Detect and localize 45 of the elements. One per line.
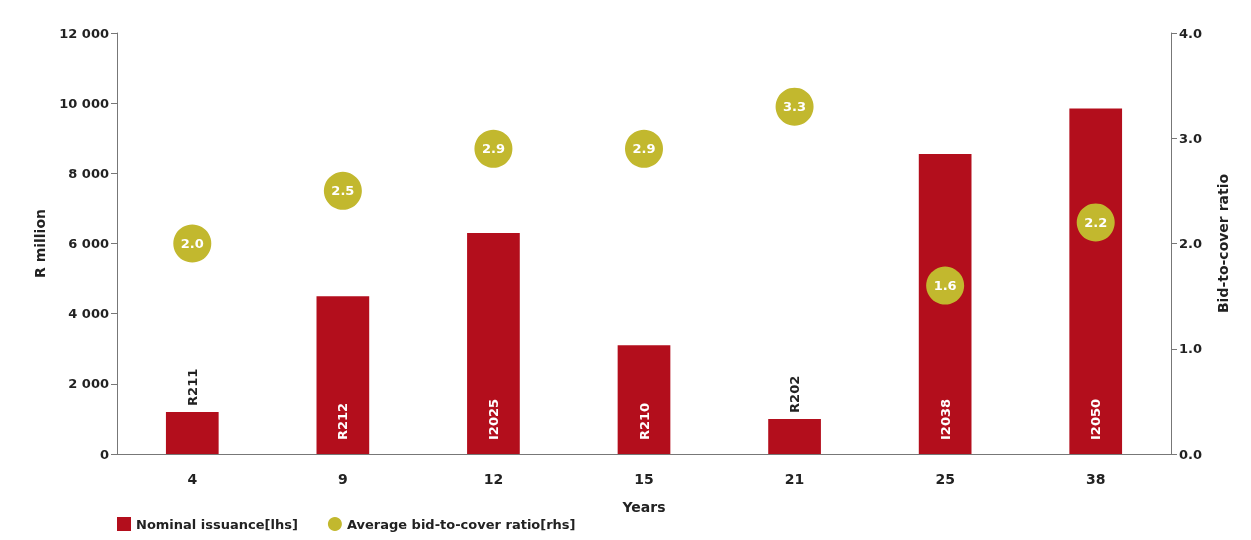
y-tick-label: 4 000 (68, 306, 109, 322)
legend-label: Average bid-to-cover ratio[rhs] (346, 516, 576, 532)
data-label: R202 (787, 375, 803, 413)
bar (617, 345, 671, 454)
data-label: 1.6 (933, 278, 957, 294)
x-tick-label: 38 (1085, 471, 1106, 487)
y2-tick-label: 2.0 (1179, 236, 1203, 251)
x-tick-label: 25 (935, 471, 955, 487)
y-tick-label: 10 000 (59, 95, 109, 111)
x-tick-label: 9 (337, 471, 348, 487)
data-label: 2.2 (1084, 214, 1108, 230)
y2-axis-title: Bid-to-cover ratio (1215, 173, 1231, 314)
data-label: 2.9 (632, 141, 656, 157)
y2-tick-label: 3.0 (1179, 130, 1203, 146)
data-label: I2050 (1088, 398, 1104, 440)
data-label: R210 (636, 402, 652, 440)
y2-tick-label: 0.0 (1179, 446, 1203, 462)
bar (467, 232, 520, 454)
data-label: I2025 (485, 398, 501, 440)
y-tick-label: 0 (99, 446, 109, 462)
legend-label: Nominal issuance[lhs] (136, 516, 298, 532)
bar (918, 154, 972, 454)
data-label: I2038 (937, 398, 953, 440)
data-label: 2.9 (481, 141, 505, 157)
bar (165, 411, 219, 454)
x-tick-label: 12 (483, 471, 504, 487)
data-label: R212 (335, 402, 351, 440)
y-axis-title: R million (32, 208, 48, 279)
y-tick-label: 8 000 (68, 165, 109, 181)
bar (1069, 108, 1123, 454)
y2-tick-label: 1.0 (1179, 341, 1203, 357)
bar (316, 296, 370, 454)
y-tick-label: 2 000 (68, 376, 109, 392)
x-axis-title: Years (621, 499, 666, 515)
data-label: 2.5 (331, 183, 355, 199)
x-tick-label: 21 (784, 471, 805, 487)
data-label: R211 (184, 368, 200, 406)
x-tick-label: 15 (634, 471, 654, 487)
y-tick-label: 12 000 (59, 25, 109, 41)
y-tick-label: 6 000 (68, 236, 109, 251)
x-tick-label: 4 (187, 471, 198, 487)
bar (768, 418, 821, 454)
data-label: 2.0 (180, 236, 204, 251)
y2-tick-label: 4.0 (1179, 25, 1203, 41)
data-label: 3.3 (783, 99, 807, 115)
